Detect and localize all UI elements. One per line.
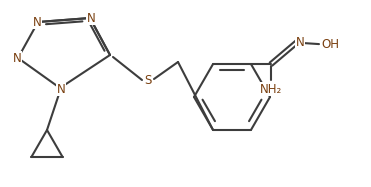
Text: NH₂: NH₂ — [260, 83, 282, 96]
Text: N: N — [33, 16, 42, 28]
Text: S: S — [144, 73, 152, 87]
Text: N: N — [296, 36, 304, 49]
Text: OH: OH — [321, 38, 339, 51]
Text: N: N — [13, 51, 22, 65]
Text: N: N — [86, 11, 95, 24]
Text: N: N — [57, 82, 65, 96]
